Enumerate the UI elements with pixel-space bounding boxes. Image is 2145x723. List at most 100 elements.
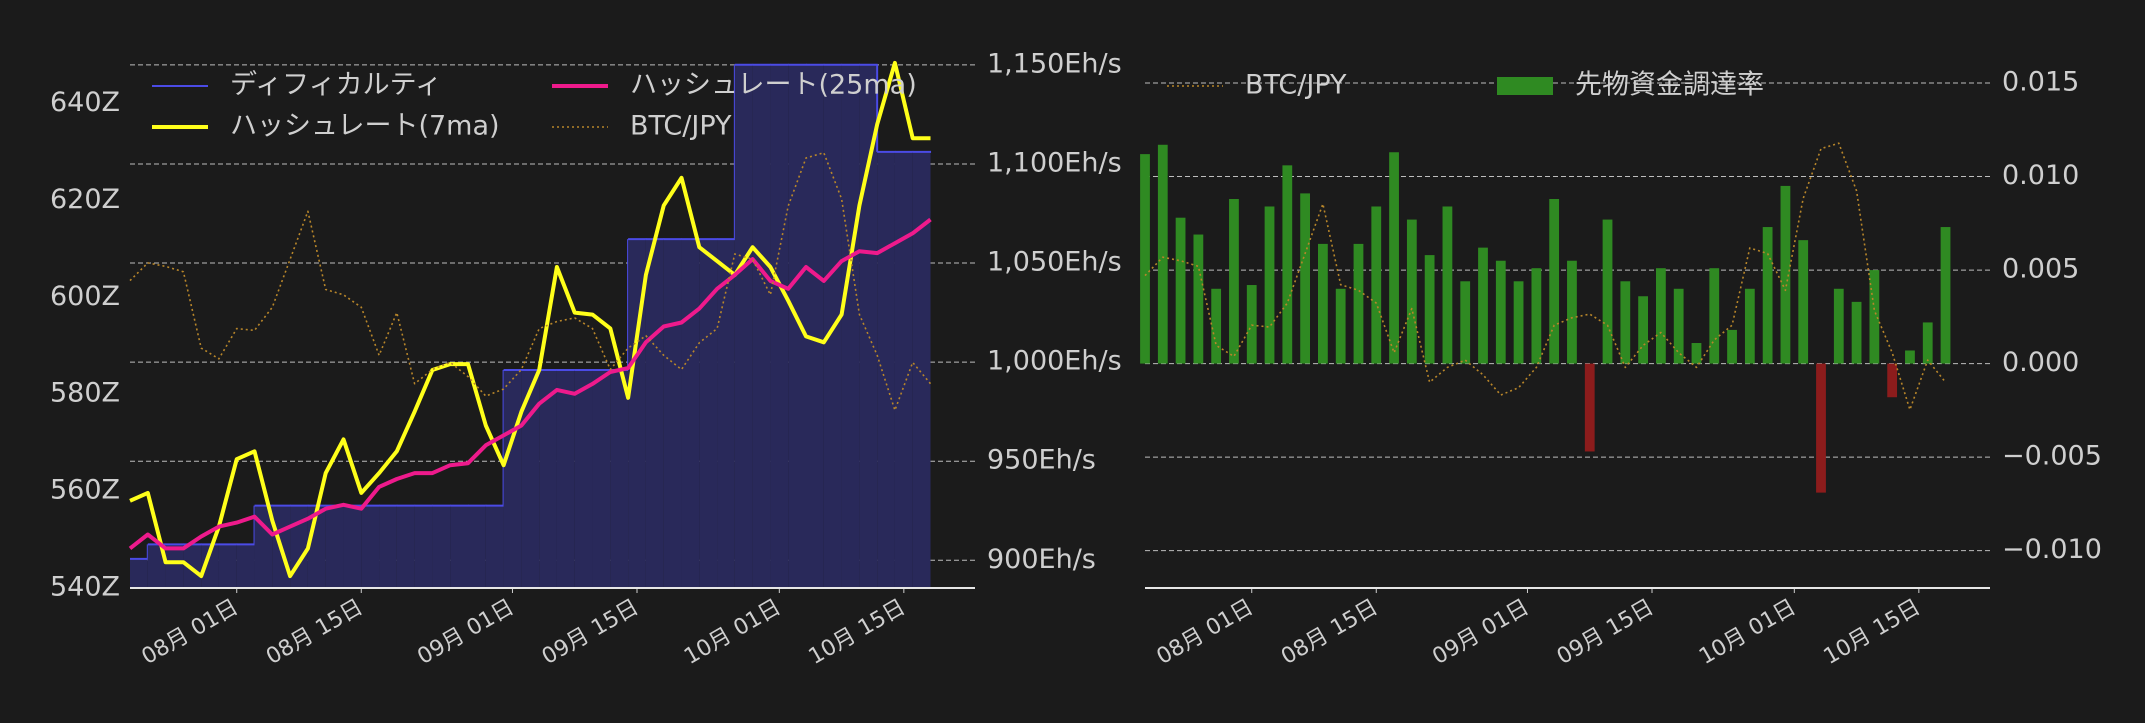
area-segment [218,544,237,588]
bar [1638,296,1648,364]
area-segment [503,369,522,588]
bar [1211,288,1222,364]
x-tick-label: 08月 01日 [138,595,243,670]
y-tick-label: 0.015 [2002,67,2079,98]
y-tick-label: 0.005 [2002,254,2079,285]
bar [1140,154,1150,364]
bar [1353,243,1364,364]
bar [1193,234,1204,364]
y-tick-label: 950Eh/s [987,445,1096,476]
bar [1282,165,1293,364]
area-segment [770,64,789,588]
y-tick-label: 580Z [50,378,120,409]
bar [1371,206,1382,364]
area-segment [699,239,718,589]
area-segment [254,505,273,588]
bar [1940,227,1951,364]
bar [1602,219,1613,364]
series-line [129,60,931,579]
x-tick-label: 10月 01日 [680,595,785,670]
bar [1620,281,1631,364]
bar [1531,268,1542,364]
area-segment [450,505,468,588]
x-tick-label: 08月 15日 [1277,595,1382,670]
y-tick-label: 640Z [50,87,120,118]
area-segment [681,239,700,589]
x-tick-label: 09月 15日 [1553,595,1658,670]
bar [1744,288,1755,364]
x-tick-label: 08月 01日 [1153,595,1258,670]
bar [1567,260,1577,364]
bar [1513,281,1524,364]
area-segment [379,505,397,588]
bar [1851,301,1862,364]
bar [1673,288,1684,364]
area-segment [574,369,593,588]
area-segment [201,544,219,588]
bar [1816,363,1826,493]
area-segment [734,64,753,588]
bar [1264,206,1275,364]
y-tick-label: 900Eh/s [987,544,1096,575]
bar [1922,322,1933,364]
area-segment [343,505,362,588]
legend-label: BTC/JPY [630,111,732,142]
bar [1691,343,1702,364]
x-tick-label: 08月 15日 [262,595,367,670]
area-segment [325,505,344,588]
series-line [129,151,932,412]
area-segment [468,505,486,588]
area-segment [663,239,682,589]
bar [1460,281,1471,364]
area-segment [592,369,611,588]
area-segment [894,151,913,588]
y-tick-label: 1,150Eh/s [987,48,1122,79]
area-segment [628,239,646,589]
area-segment [752,64,771,588]
y-tick-label: −0.005 [2002,441,2102,472]
x-tick-label: 09月 01日 [1428,595,1533,670]
bar [1478,247,1488,364]
area-segment [788,64,806,588]
area-segment [130,558,148,588]
bar [1798,240,1809,364]
area-segment [859,64,878,588]
bar [1246,285,1257,364]
area-segment [236,544,255,588]
y-tick-label: 600Z [50,281,120,312]
series-line [128,217,932,551]
bar [1656,268,1666,364]
bar [1495,260,1506,364]
area-segment [556,369,575,588]
area-segment [539,369,557,588]
x-tick-label: 10月 15日 [1820,595,1925,670]
bar [1780,185,1791,364]
bar [1727,329,1737,364]
bar [1175,217,1186,364]
area-segment [396,505,415,588]
bar [1157,144,1168,364]
x-tick-label: 10月 01日 [1695,595,1800,670]
x-tick-label: 09月 15日 [538,595,643,670]
y-tick-label: 1,000Eh/s [987,346,1122,377]
bar [1424,255,1435,364]
bar [1335,288,1346,364]
legend-label: ハッシュレート(7ma) [230,111,500,142]
bar [1905,350,1915,364]
area-segment [841,64,860,588]
y-tick-label: −0.010 [2002,534,2102,565]
bar [1229,199,1239,364]
bar [1318,243,1328,364]
legend-label: BTC/JPY [1245,70,1347,101]
legend-swatch [1497,77,1553,95]
area-segment [361,505,380,588]
legend-label: ディフィカルティ [230,70,442,101]
bar [1442,206,1453,364]
bar [1869,270,1880,364]
area-segment [717,239,735,589]
series-line [1144,142,1947,411]
bar [1300,193,1310,364]
legend-label: ハッシュレート(25ma) [630,70,917,101]
